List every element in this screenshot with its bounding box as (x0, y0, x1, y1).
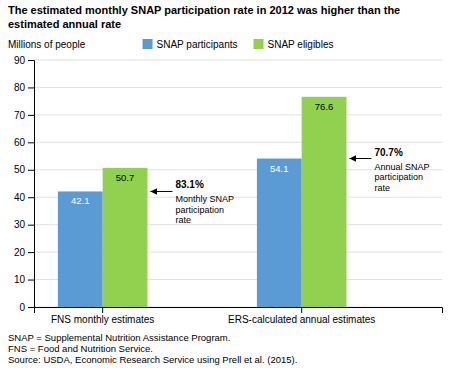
data-label: 76.6 (315, 101, 334, 112)
chart-title: The estimated monthly SNAP participation… (8, 4, 400, 30)
y-tick-mark (28, 87, 34, 88)
y-tick-label: 30 (14, 219, 26, 230)
y-axis-line (28, 61, 35, 308)
y-tick-label: 10 (14, 274, 26, 285)
text-line: participation (374, 172, 423, 182)
annotations: 83.1%Monthly SNAPparticipationrate70.7%A… (150, 147, 429, 226)
x-tick-mark (301, 307, 302, 313)
text-line: estimated annual rate (8, 18, 121, 30)
grid-line (34, 60, 442, 61)
y-tick-label: 50 (14, 164, 26, 175)
y-tick: 50 (14, 164, 34, 175)
grid (34, 60, 442, 307)
y-axis: 0 10 20 30 40 50 60 70 80 90 (14, 55, 35, 313)
y-tick: 20 (14, 247, 34, 258)
y-tick-mark (28, 197, 34, 198)
text-line: FNS = Food and Nutrition Service. (8, 343, 153, 354)
y-tick-label: 70 (14, 110, 26, 121)
y-tick: 70 (14, 110, 34, 121)
annotation-value: 83.1% (175, 179, 203, 190)
bar-series (58, 159, 302, 307)
y-tick: 80 (14, 82, 34, 93)
x-tick: FNS monthly estimates (51, 307, 154, 325)
annotation-arrow (349, 158, 371, 159)
y-tick-label: 80 (14, 82, 26, 93)
bars (58, 97, 347, 307)
y-tick-label: 20 (14, 247, 26, 258)
y-tick: 0 (19, 302, 34, 313)
grid-line (34, 87, 442, 88)
legend-label: SNAP participants (157, 39, 238, 50)
text-line: Annual SNAP (374, 162, 429, 172)
text-line: rate (175, 215, 191, 225)
legend-swatch (254, 39, 264, 49)
x-tick: ERS-calculated annual estimates (228, 307, 375, 325)
bar (58, 191, 103, 307)
data-label: 42.1 (71, 195, 90, 206)
y-tick-label: 0 (19, 302, 25, 313)
y-axis-label: Millions of people (8, 39, 86, 50)
data-labels: 42.1 54.1 50.7 76.6 (71, 101, 333, 207)
annotation-arrow (150, 191, 172, 192)
text-line: participation (175, 205, 224, 215)
annotation-text: Annual SNAPparticipationrate (374, 162, 429, 193)
legend: SNAP participants SNAP eligibles (143, 39, 334, 50)
data-label: 54.1 (270, 163, 289, 174)
text-line: The estimated monthly SNAP participation… (8, 4, 400, 16)
x-tick-mark (102, 307, 103, 313)
bar (103, 168, 148, 307)
y-tick-label: 40 (14, 192, 26, 203)
grid-line (34, 142, 442, 143)
text-line: Source: USDA, Economic Research Service … (8, 354, 297, 365)
x-tick-label: ERS-calculated annual estimates (228, 314, 375, 325)
data-label: 50.7 (116, 172, 134, 183)
legend-label: SNAP eligibles (268, 39, 334, 50)
y-tick-label: 90 (14, 55, 26, 66)
legend-swatch (143, 39, 153, 49)
bar-series (103, 97, 347, 307)
x-tick-label: FNS monthly estimates (51, 314, 154, 325)
y-tick-mark (28, 280, 34, 281)
annotation-value: 70.7% (374, 147, 402, 158)
y-tick-label: 60 (14, 137, 26, 148)
y-tick: 10 (14, 274, 34, 285)
x-axis: FNS monthly estimates ERS-calculated annu… (35, 307, 443, 325)
grid-line (34, 114, 442, 115)
y-tick-mark (28, 307, 34, 308)
y-tick: 30 (14, 219, 34, 230)
y-tick: 90 (14, 55, 34, 66)
y-tick-mark (28, 225, 34, 226)
chart-svg: The estimated monthly SNAP participation… (0, 0, 450, 368)
y-tick-mark (28, 60, 34, 61)
legend-item: SNAP eligibles (254, 39, 334, 50)
text-line: rate (374, 183, 390, 193)
y-tick-mark (28, 115, 34, 116)
legend-item: SNAP participants (143, 39, 238, 50)
text-line: SNAP = Supplemental Nutrition Assistance… (8, 332, 230, 343)
y-tick-mark (28, 170, 34, 171)
y-tick-mark (28, 142, 34, 143)
chart-container: The estimated monthly SNAP participation… (0, 0, 450, 368)
x-axis-line (35, 308, 443, 314)
plot-area: 0 10 20 30 40 50 60 70 80 90 FNS monthly estimates… (14, 55, 443, 325)
y-tick-mark (28, 252, 34, 253)
footnote: SNAP = Supplemental Nutrition Assistance… (8, 332, 297, 365)
bar (302, 97, 347, 307)
y-tick: 60 (14, 137, 34, 148)
annotation-text: Monthly SNAPparticipationrate (175, 194, 234, 225)
text-line: Monthly SNAP (175, 194, 234, 204)
y-tick: 40 (14, 192, 34, 203)
bar (257, 159, 302, 307)
